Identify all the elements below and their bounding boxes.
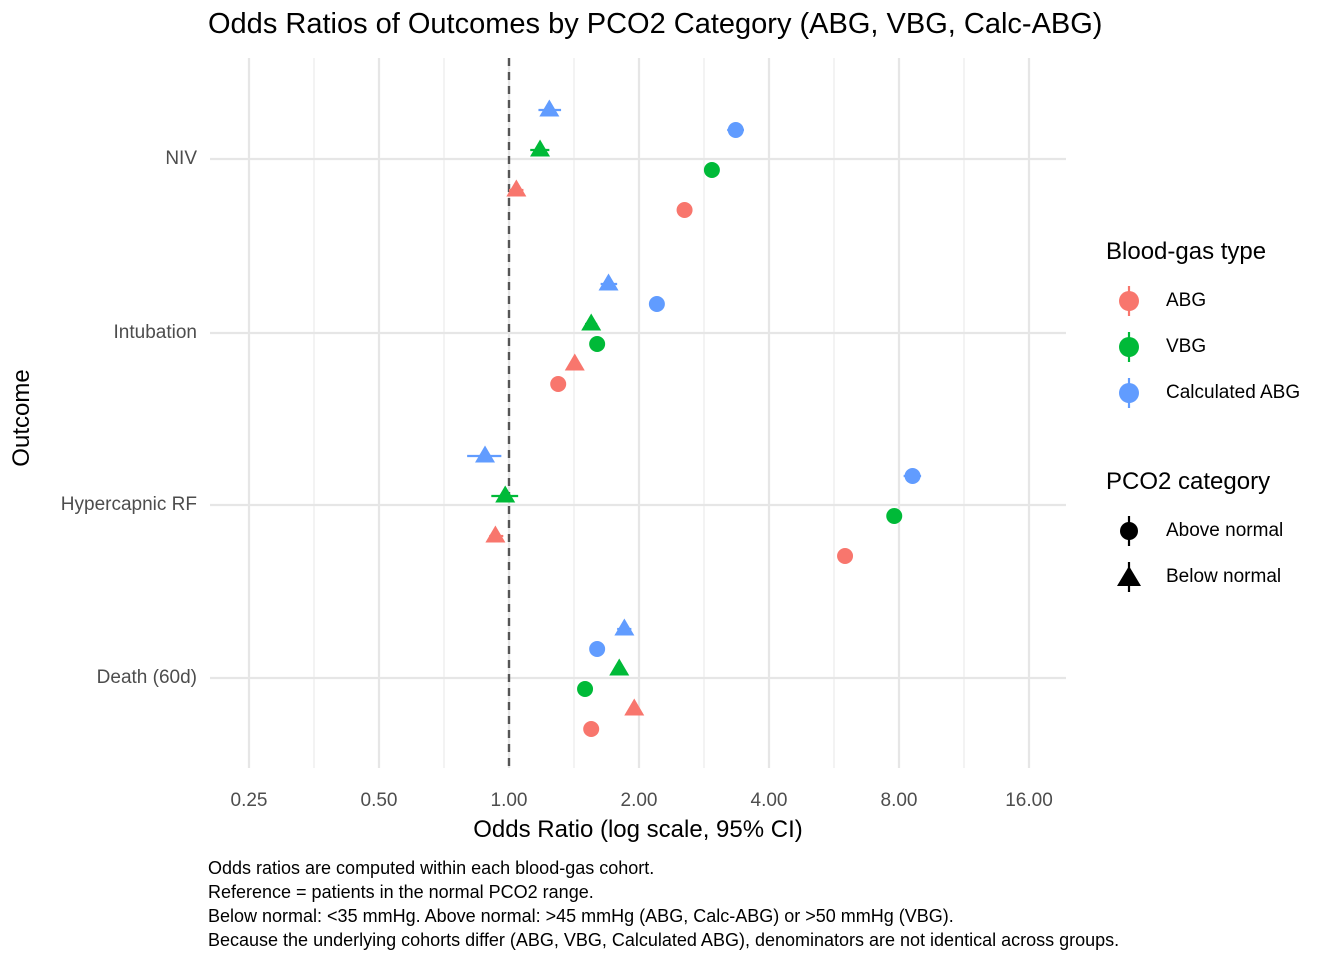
point-circle-calculated-abg: [648, 296, 665, 312]
legend-key-circle: [1119, 383, 1139, 403]
grid-lines: [210, 58, 1066, 768]
x-tick-label: 2.00: [620, 790, 658, 811]
legend-key: [1119, 332, 1139, 362]
chart-title: Odds Ratios of Outcomes by PCO2 Category…: [208, 8, 1103, 40]
point-circle-calculated-abg: [904, 468, 921, 484]
x-tick-label: 8.00: [880, 790, 918, 811]
point-circle-calculated-abg: [589, 641, 606, 657]
point-triangle-calculated-abg: [539, 99, 560, 117]
point-circle-calculated-abg: [727, 122, 744, 138]
caption: Odds ratios are computed within each blo…: [208, 856, 1119, 952]
legend-item-abg: ABG: [1110, 284, 1340, 318]
point-circle-abg: [550, 376, 567, 392]
legend-label: Above normal: [1166, 520, 1284, 541]
x-tick-label: 0.25: [230, 790, 268, 811]
point-triangle-abg: [506, 179, 527, 197]
point-circle-abg: [583, 721, 600, 737]
legend-item-calculated-abg: Calculated ABG: [1110, 376, 1340, 410]
x-tick-label: 0.50: [360, 790, 398, 811]
legend-key-circle: [1120, 522, 1138, 540]
y-axis-label: Outcome: [8, 369, 35, 467]
point-triangle-vbg: [530, 139, 551, 157]
legend-key-circle: [1119, 337, 1139, 357]
x-tick-label: 16.00: [1005, 790, 1053, 811]
point-triangle-calculated-abg: [475, 445, 496, 463]
y-tick-label: Death (60d): [96, 667, 197, 688]
point-triangle-calculated-abg: [598, 273, 619, 291]
point-circle-vbg: [577, 681, 594, 697]
x-tick-label: 1.00: [490, 790, 528, 811]
caption-line: Odds ratios are computed within each blo…: [208, 858, 655, 878]
point-triangle-vbg: [495, 485, 516, 503]
legend-pco2-title: PCO2 category: [1106, 468, 1271, 495]
data-points: [467, 99, 922, 737]
point-triangle-abg: [485, 525, 506, 543]
point-triangle-vbg: [609, 658, 630, 676]
point-circle-vbg: [703, 162, 720, 178]
x-tick-label: 4.00: [750, 790, 788, 811]
legend-key-triangle: [1117, 566, 1141, 586]
point-circle-abg: [676, 202, 693, 218]
y-tick-label: NIV: [165, 148, 197, 169]
legend-key: [1120, 516, 1138, 546]
legend-key: [1119, 378, 1139, 408]
legend-key: [1119, 286, 1139, 316]
y-tick-label: Hypercapnic RF: [60, 494, 197, 515]
caption-line: Reference = patients in the normal PCO2 …: [208, 882, 594, 902]
legend-label: Calculated ABG: [1166, 382, 1301, 403]
point-triangle-calculated-abg: [614, 618, 635, 636]
caption-line: Because the underlying cohorts differ (A…: [208, 930, 1120, 950]
legend-item-below-normal: Below normal: [1110, 560, 1340, 594]
legend-item-above-normal: Above normal: [1110, 514, 1340, 548]
x-axis-label: Odds Ratio (log scale, 95% CI): [473, 816, 803, 843]
point-triangle-vbg: [581, 313, 602, 331]
point-triangle-abg: [564, 353, 585, 371]
legend-item-vbg: VBG: [1110, 330, 1340, 364]
point-circle-abg: [837, 548, 854, 564]
point-circle-vbg: [886, 508, 903, 524]
caption-line: Below normal: <35 mmHg. Above normal: >4…: [208, 906, 954, 926]
point-triangle-abg: [624, 698, 645, 716]
legend-key-circle: [1119, 291, 1139, 311]
legend-label: VBG: [1166, 336, 1207, 357]
point-circle-vbg: [589, 336, 606, 352]
legend-key: [1117, 562, 1141, 592]
y-tick-label: Intubation: [113, 322, 197, 343]
legend-blood-gas-title: Blood-gas type: [1106, 238, 1267, 265]
legend-label: Below normal: [1166, 566, 1282, 587]
legend-label: ABG: [1166, 290, 1207, 311]
